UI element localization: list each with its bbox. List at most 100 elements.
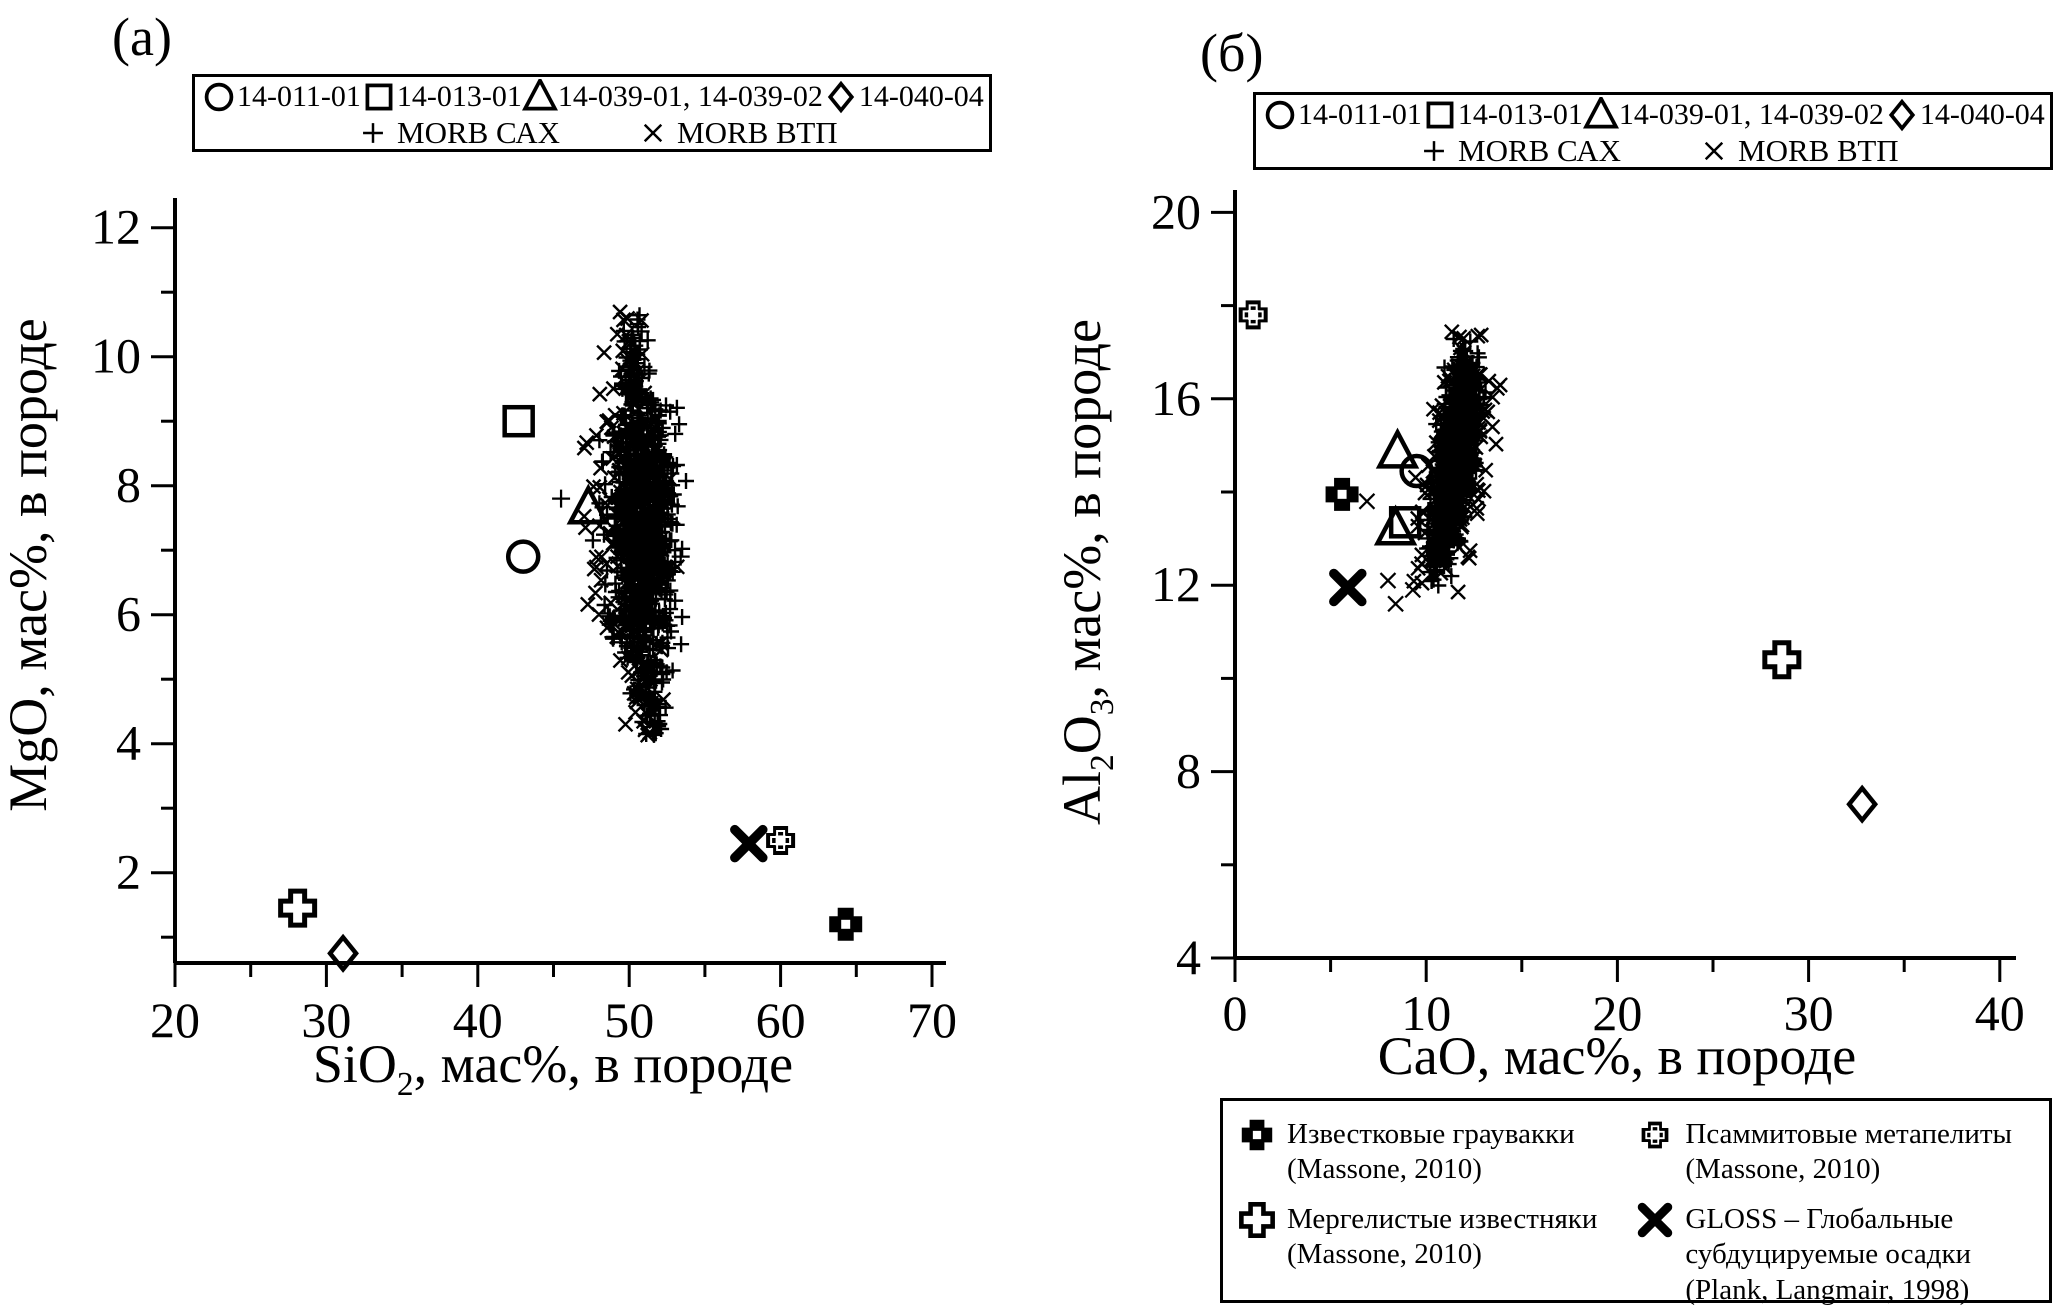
reference-legend-line: (Massone, 2010) xyxy=(1685,1153,1881,1186)
legend-item-label: MORB ВТП xyxy=(677,115,838,150)
legend-item-14-013-01: 14-013-01 xyxy=(361,79,522,115)
reference-legend-item: GLOSS – Глобальные субдуцируемые осадки (P… xyxy=(1635,1202,2039,1308)
reference-legend-line: Известковые граувакки xyxy=(1287,1118,1575,1150)
outlier-points xyxy=(1358,493,1422,613)
marker-solid-cross-icon xyxy=(1325,477,1359,511)
reference-legend-item: Мергелистые известняки (Massone, 2010) xyxy=(1237,1201,1621,1308)
panel-a-label: (а) xyxy=(112,7,172,67)
svg-text:20: 20 xyxy=(1592,985,1642,1041)
marker-bold-x-icon xyxy=(1638,1202,1673,1237)
legend-item-label: 14-013-01 xyxy=(396,80,522,113)
reference-legend-line: GLOSS – Глобальные xyxy=(1685,1202,1954,1235)
reference-legend-line: (Massone, 2010) xyxy=(1287,1153,1482,1186)
legend-item-label: MORB ВТП xyxy=(1738,133,1899,168)
svg-text:2: 2 xyxy=(116,844,141,900)
marker-x-icon xyxy=(1358,493,1376,510)
marker-bold-x-icon xyxy=(1329,568,1367,607)
marker-outlined-cross-icon xyxy=(766,825,796,855)
reference-legend: Известковые граувакки (Massone, 2010) Псам… xyxy=(1220,1098,2052,1306)
svg-text:60: 60 xyxy=(756,992,806,1048)
marker-x-icon xyxy=(1704,141,1724,161)
marker-triangle-icon xyxy=(1375,427,1420,469)
marker-circle-icon xyxy=(1265,100,1295,130)
legend-item-MORB-: MORB САХ xyxy=(355,115,560,151)
svg-text:0: 0 xyxy=(1223,985,1248,1041)
svg-text:4: 4 xyxy=(1176,929,1201,985)
svg-text:10: 10 xyxy=(1401,985,1451,1041)
svg-text:70: 70 xyxy=(907,992,957,1048)
axis-title: MgO, мас%, в породе xyxy=(0,318,58,812)
legend-item-14-039-01-14-039-02: 14-039-01, 14-039-02 xyxy=(521,79,823,115)
reference-legend-text: Известковые граувакки (Massone, 2010) xyxy=(1287,1117,1575,1188)
marker-diamond-icon xyxy=(327,933,359,973)
sample-legend-panel-b: 14-011-01 14-013-01 14-039-01, 14-039-02 14… xyxy=(1253,92,2053,170)
marker-triangle-icon xyxy=(566,483,611,525)
legend-item-14-011-01: 14-011-01 xyxy=(1262,97,1422,133)
reference-points xyxy=(278,888,318,928)
marker-solid-cross-icon xyxy=(1241,1119,1273,1151)
marker-square-icon xyxy=(1426,101,1454,129)
legend-item-14-013-01: 14-013-01 xyxy=(1422,97,1583,133)
axes xyxy=(173,198,946,965)
marker-outlined-cross-icon xyxy=(1641,1121,1669,1149)
sample-legend-row1: 14-011-01 14-013-01 14-039-01, 14-039-02 14… xyxy=(1262,97,2048,133)
panel-a-plot: 20 30 40 50 60 70 2 4 6 8 10 12 SiO2, мас%, в породе… xyxy=(0,198,957,1103)
marker-outlined-cross-icon xyxy=(1641,1121,1669,1149)
legend-item-label: 14-011-01 xyxy=(237,80,361,113)
legend-item-label: 14-039-01, 14-039-02 xyxy=(557,80,823,113)
svg-text:8: 8 xyxy=(116,457,141,513)
reference-legend-text: Мергелистые известняки (Massone, 2010) xyxy=(1287,1202,1597,1273)
sample-legend-panel-a: 14-011-01 14-013-01 14-039-01, 14-039-02 14… xyxy=(192,74,992,152)
marker-x-icon xyxy=(1387,595,1404,613)
svg-text:8: 8 xyxy=(1176,743,1201,799)
svg-text:6: 6 xyxy=(116,586,141,642)
reference-legend-line: (Massone, 2010) xyxy=(1287,1238,1482,1271)
marker-x-icon xyxy=(1379,572,1397,589)
marker-x-icon xyxy=(1404,581,1422,599)
reference-points xyxy=(1762,640,1802,680)
marker-triangle-icon xyxy=(521,79,558,111)
axis-title: CaO, мас%, в породе xyxy=(1378,1026,1857,1086)
marker-circle-icon xyxy=(1265,100,1295,130)
reference-points xyxy=(766,825,796,855)
sample-points xyxy=(502,404,535,438)
reference-legend-line: Псаммитовые метапелиты xyxy=(1685,1118,2013,1150)
marker-solid-cross-icon xyxy=(829,907,863,941)
svg-text:16: 16 xyxy=(1151,370,1201,426)
marker-plus-icon xyxy=(363,123,383,143)
marker-diamond-icon xyxy=(827,80,854,114)
svg-text:12: 12 xyxy=(91,199,141,255)
tick-marks xyxy=(1211,210,2002,982)
reference-legend-line: субдуцируемые осадки xyxy=(1685,1238,1972,1271)
legend-item-MORB-: MORB ВТП xyxy=(1696,133,1899,169)
axis-title: Al2O3, мас%, в породе xyxy=(1052,319,1121,825)
marker-square-icon xyxy=(1426,101,1454,129)
legend-item-label: MORB САХ xyxy=(1458,133,1621,168)
sample-points xyxy=(327,933,359,973)
marker-triangle-icon xyxy=(1582,97,1619,129)
reference-points xyxy=(1238,300,1268,330)
marker-plus-icon xyxy=(552,489,571,508)
marker-bold-x-icon xyxy=(1638,1202,1673,1237)
reference-legend-text: GLOSS – Глобальные субдуцируемые осадки (P… xyxy=(1685,1202,1971,1308)
legend-item-14-040-04: 14-040-04 xyxy=(1884,97,2045,133)
marker-square-icon xyxy=(365,83,393,111)
marker-square-icon xyxy=(365,83,393,111)
svg-text:10: 10 xyxy=(91,328,141,384)
marker-circle-icon xyxy=(204,82,234,112)
reference-legend-item: Псаммитовые метапелиты (Massone, 2010) xyxy=(1635,1117,2039,1188)
legend-item-label: 14-039-01, 14-039-02 xyxy=(1618,98,1884,131)
reference-legend-item: Известковые граувакки (Massone, 2010) xyxy=(1237,1117,1621,1188)
marker-x-icon xyxy=(1704,141,1724,161)
svg-text:30: 30 xyxy=(301,992,351,1048)
morb-cloud-vtp xyxy=(576,304,686,743)
sample-points xyxy=(1373,427,1420,546)
tick-labels: 20 30 40 50 60 70 2 4 6 8 10 12 xyxy=(91,199,957,1048)
svg-text:20: 20 xyxy=(1151,183,1201,239)
marker-square-icon xyxy=(502,404,535,438)
reference-legend-line: (Plank, Langmair, 1998) xyxy=(1685,1273,1970,1306)
legend-item-label: 14-013-01 xyxy=(1457,98,1583,131)
marker-circle-icon xyxy=(204,82,234,112)
